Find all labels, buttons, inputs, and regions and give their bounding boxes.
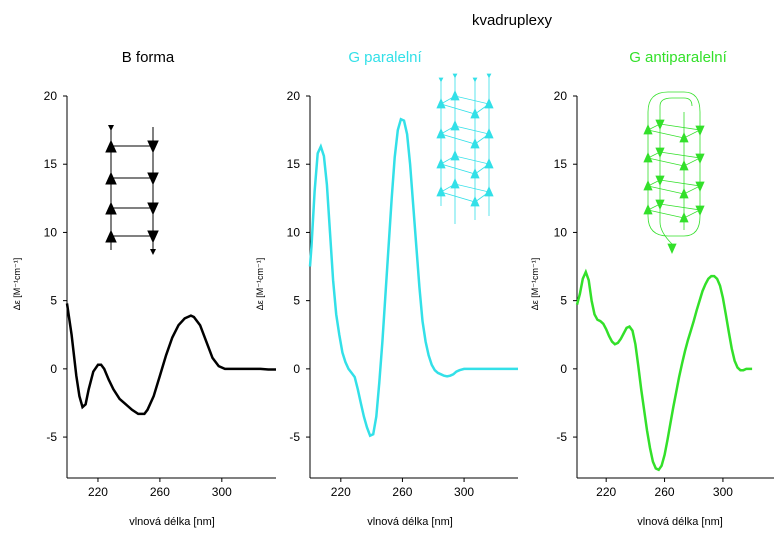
x-tick-label: 300: [454, 485, 474, 499]
y-tick-label: 5: [293, 294, 300, 308]
y-axis-label: Δε [M⁻¹cm⁻¹]: [530, 258, 540, 311]
y-tick-label: 10: [554, 225, 568, 239]
y-tick-label: 20: [44, 89, 58, 103]
cd-curve-g-antiparalelni: [575, 268, 753, 472]
cd-curve-b-forma: [65, 303, 276, 416]
y-tick-label: 5: [50, 294, 57, 308]
y-tick-label: 10: [44, 225, 58, 239]
panel-b-forma: B forma Δε [M⁻¹cm⁻¹] vlnová délka [nm] -…: [12, 49, 276, 528]
y-tick-label: 15: [554, 157, 568, 171]
x-tick-label: 220: [596, 485, 616, 499]
b-dna-schematic: [105, 125, 159, 255]
y-tick-label: 0: [50, 362, 57, 376]
x-tick-label: 220: [331, 485, 351, 499]
antiparallel-quadruplex-schematic: [643, 91, 705, 254]
x-axis-label: vlnová délka [nm]: [637, 516, 723, 528]
y-tick-label: 20: [554, 89, 568, 103]
panel-g-paralelni: G paralelní Δε [M⁻¹cm⁻¹] vlnová délka [n…: [255, 49, 518, 528]
panel-title: B forma: [122, 49, 175, 66]
parallel-quadruplex-schematic: [436, 73, 494, 224]
x-tick-label: 300: [713, 485, 733, 499]
panel-title: G paralelní: [348, 49, 422, 66]
x-axis-label: vlnová délka [nm]: [129, 516, 215, 528]
x-ticks: 220 260 300: [88, 478, 232, 499]
y-tick-label: 0: [293, 362, 300, 376]
x-tick-label: 300: [212, 485, 232, 499]
x-axis-label: vlnová délka [nm]: [367, 516, 453, 528]
y-tick-label: -5: [46, 430, 57, 444]
y-axis-label-text: Δε [M⁻¹cm⁻¹]: [12, 258, 22, 311]
y-axis-label: Δε [M⁻¹cm⁻¹]: [255, 258, 265, 311]
x-tick-label: 260: [392, 485, 412, 499]
panel-g-antiparalelni: G antiparalelní Δε [M⁻¹cm⁻¹] vlnová délk…: [530, 49, 774, 528]
y-axis-label-text: Δε [M⁻¹cm⁻¹]: [530, 258, 540, 311]
group-title: kvadruplexy: [472, 12, 553, 29]
y-tick-label: 15: [287, 157, 301, 171]
x-ticks: 220 260 300: [596, 478, 733, 499]
y-tick-label: 15: [44, 157, 58, 171]
y-axis-label: Δε [M⁻¹cm⁻¹]: [12, 258, 22, 311]
x-ticks: 220 260 300: [331, 478, 474, 499]
y-axis-label-text: Δε [M⁻¹cm⁻¹]: [255, 258, 265, 311]
y-ticks: -5 0 5 10 15 20: [287, 89, 310, 444]
x-tick-label: 260: [150, 485, 170, 499]
y-tick-label: -5: [556, 430, 567, 444]
x-tick-label: 220: [88, 485, 108, 499]
y-tick-label: 20: [287, 89, 301, 103]
y-tick-label: 5: [560, 294, 567, 308]
y-tick-label: -5: [289, 430, 300, 444]
y-tick-label: 0: [560, 362, 567, 376]
panel-title: G antiparalelní: [629, 49, 727, 66]
y-ticks: -5 0 5 10 15 20: [554, 89, 577, 444]
cd-curve-g-paralelni: [308, 117, 518, 438]
y-ticks: -5 0 5 10 15 20: [44, 89, 67, 444]
y-tick-label: 10: [287, 225, 301, 239]
x-tick-label: 260: [655, 485, 675, 499]
